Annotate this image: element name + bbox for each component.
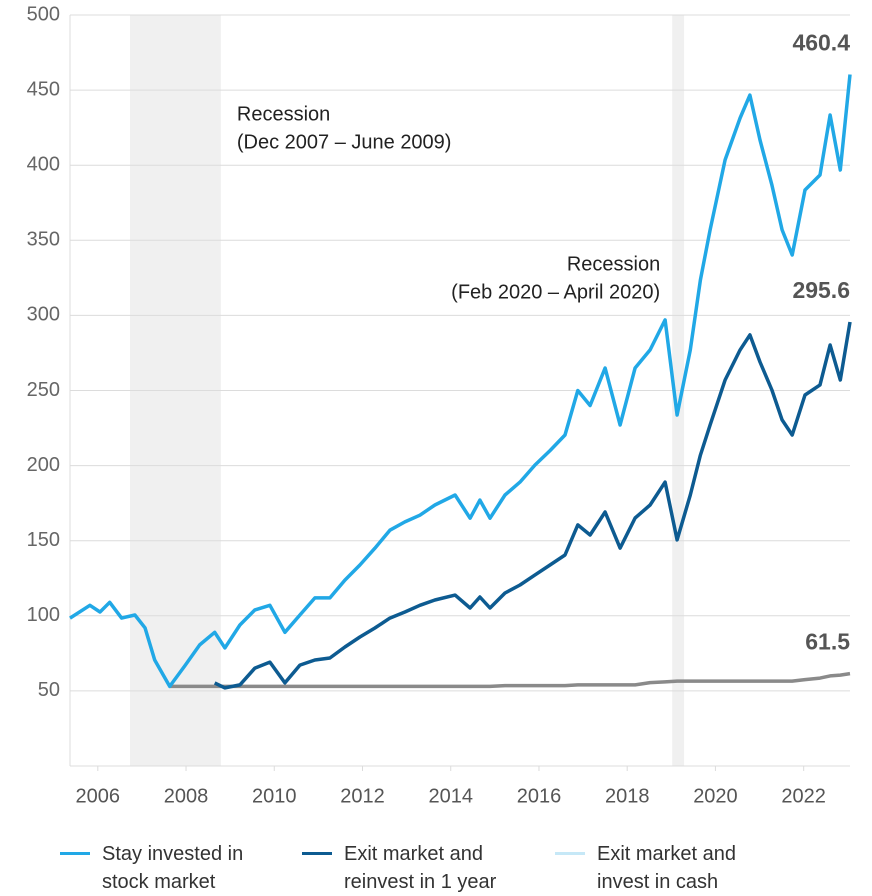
y-tick-label: 100 xyxy=(27,604,60,626)
end-value-label: 61.5 xyxy=(805,629,850,655)
legend-label: Exit market and invest in cash xyxy=(597,843,736,893)
legend-item: Stay invested in stock market xyxy=(60,840,277,896)
y-tick-label: 450 xyxy=(27,78,60,100)
recession-label: (Feb 2020 – April 2020) xyxy=(451,281,660,303)
legend-swatch xyxy=(60,852,90,855)
legend-label: Exit market and reinvest in 1 year xyxy=(344,843,497,893)
x-tick-label: 2006 xyxy=(76,785,121,807)
y-tick-label: 50 xyxy=(38,679,60,701)
x-tick-label: 2012 xyxy=(340,785,385,807)
end-value-label: 295.6 xyxy=(792,277,850,303)
x-tick-label: 2016 xyxy=(517,785,562,807)
recession-label: Recession xyxy=(237,103,330,125)
end-value-label: 460.4 xyxy=(792,30,850,56)
series-line xyxy=(213,321,852,690)
legend-item: Exit market and reinvest in 1 year xyxy=(302,840,519,896)
legend-swatch xyxy=(302,852,332,855)
x-tick-label: 2022 xyxy=(781,785,826,807)
legend-swatch xyxy=(555,852,585,855)
y-tick-label: 150 xyxy=(27,529,60,551)
x-tick-label: 2018 xyxy=(605,785,650,807)
series-line xyxy=(169,671,851,689)
y-tick-label: 250 xyxy=(27,379,60,401)
x-tick-label: 2010 xyxy=(252,785,297,807)
series-line xyxy=(69,74,852,689)
recession-label: (Dec 2007 – June 2009) xyxy=(237,131,452,153)
y-tick-label: 300 xyxy=(27,304,60,326)
chart: 50 100 150 200 250 300 350 400 450 500 2006 2008 201… xyxy=(27,3,852,807)
y-tick-label: 200 xyxy=(27,454,60,476)
y-tick-label: 500 xyxy=(27,3,60,25)
y-tick-label: 400 xyxy=(27,153,60,175)
x-tick-label: 2020 xyxy=(693,785,738,807)
x-tick-label: 2014 xyxy=(428,785,473,807)
legend-label: Stay invested in stock market xyxy=(102,843,244,893)
recession-label: Recession xyxy=(567,253,660,275)
legend: Stay invested in stock market Exit market… xyxy=(0,840,872,894)
x-tick-label: 2008 xyxy=(164,785,209,807)
y-tick-label: 350 xyxy=(27,229,60,251)
legend-item: Exit market and invest in cash xyxy=(555,840,772,896)
